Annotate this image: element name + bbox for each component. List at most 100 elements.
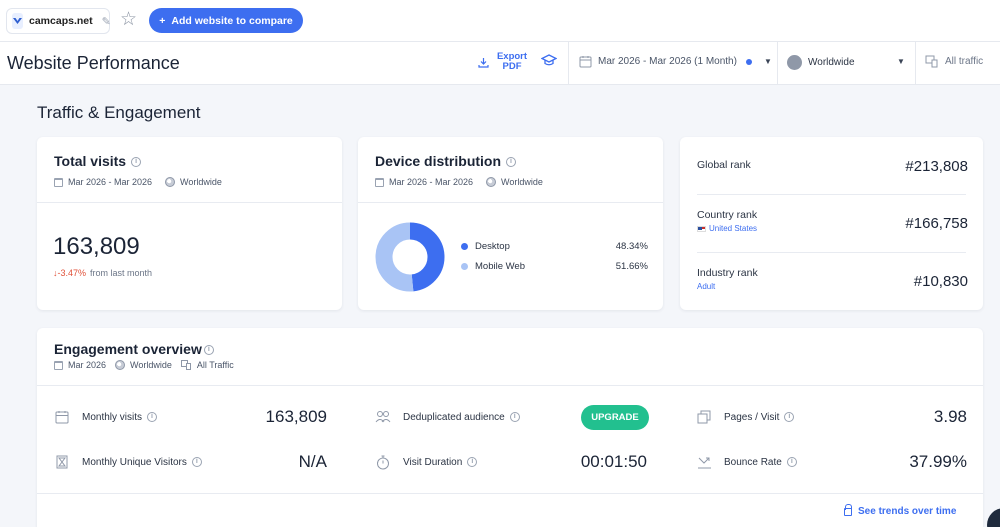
card-date: Mar 2026 xyxy=(68,360,107,370)
site-name: camcaps.net xyxy=(29,15,93,27)
divider xyxy=(358,202,663,203)
divider xyxy=(697,194,966,195)
trends-label: See trends over time xyxy=(858,506,957,517)
card-region: Worldwide xyxy=(501,177,543,187)
card-region: Worldwide xyxy=(180,177,222,187)
lock-icon xyxy=(844,503,852,516)
site-chip[interactable]: camcaps.net ✎ xyxy=(6,8,111,34)
info-icon[interactable]: i xyxy=(191,457,202,467)
plus-icon: + xyxy=(159,14,166,27)
chevron-down-icon[interactable]: ▼ xyxy=(897,57,905,66)
info-icon[interactable]: i xyxy=(506,157,517,168)
card-title: Device distribution i xyxy=(375,153,517,169)
info-icon[interactable]: i xyxy=(147,412,158,422)
unique-visitors-value: N/A xyxy=(298,452,327,471)
rank-value: #10,830 xyxy=(913,273,968,290)
card-meta: Mar 2026 - Mar 2026 Worldwide xyxy=(375,177,543,187)
date-range-filter[interactable]: Mar 2026 - Mar 2026 (1 Month) ▼ xyxy=(579,55,772,68)
device-distribution-card: Device distribution i Mar 2026 - Mar 2026… xyxy=(358,137,663,310)
export-label: Export PDF xyxy=(496,51,528,72)
legend-percent: 51.66% xyxy=(615,261,648,272)
metric-label: Deduplicated audience xyxy=(403,411,505,423)
info-icon[interactable]: i xyxy=(131,157,142,168)
legend-label: Desktop xyxy=(475,241,510,252)
metric-label: Bounce Rate xyxy=(724,456,782,468)
calendar-icon xyxy=(375,177,384,187)
export-pdf-button[interactable]: Export PDF xyxy=(478,52,529,72)
bounce-arrow-icon xyxy=(696,455,712,469)
rank-label: Country rank xyxy=(697,209,758,221)
total-visits-value: 163,809 xyxy=(53,233,140,260)
globe-icon xyxy=(787,55,802,70)
pages-icon xyxy=(696,410,712,424)
calendar-icon xyxy=(54,177,63,187)
unique-visitors-metric: Monthly Unique Visitors i xyxy=(54,455,202,469)
rank-value: #166,758 xyxy=(905,215,968,232)
academy-graduation-cap-icon[interactable] xyxy=(540,53,558,71)
add-website-to-compare-button[interactable]: + Add website to compare xyxy=(149,8,303,33)
chevron-down-icon: ▼ xyxy=(763,57,772,66)
legend-dot xyxy=(461,243,468,250)
legend-percent: 48.34% xyxy=(615,241,648,252)
info-icon[interactable]: i xyxy=(203,345,214,356)
monthly-visits-value: 163,809 xyxy=(265,407,327,426)
total-visits-card: Total visits i Mar 2026 - Mar 2026 Worldw… xyxy=(37,137,342,310)
metric-label: Monthly visits xyxy=(82,411,143,423)
legend-mobile-web: Mobile Web 51.66% xyxy=(461,261,648,272)
bounce-rate-metric: Bounce Rate i xyxy=(696,455,797,469)
traffic-type-text: All traffic xyxy=(945,56,984,67)
download-icon xyxy=(478,57,489,68)
globe-icon xyxy=(486,177,497,187)
info-icon[interactable]: i xyxy=(509,412,520,422)
card-date: Mar 2026 - Mar 2026 xyxy=(68,177,153,187)
chat-widget-button[interactable] xyxy=(987,508,1000,527)
favorite-star-icon[interactable]: ☆ xyxy=(120,9,138,30)
top-bar: camcaps.net ✎ ☆ + Add website to compare xyxy=(0,0,1000,42)
visit-duration-metric: Visit Duration i xyxy=(375,455,478,470)
info-icon[interactable]: i xyxy=(784,412,795,422)
rank-value: #213,808 xyxy=(905,158,968,175)
metric-label: Visit Duration xyxy=(403,456,463,468)
stopwatch-icon xyxy=(375,455,391,470)
info-icon[interactable]: i xyxy=(786,457,797,467)
page-title: Website Performance xyxy=(7,53,180,73)
section-title: Traffic & Engagement xyxy=(37,103,201,122)
visits-change: ↓ -3.47% from last month xyxy=(53,268,152,278)
card-title: Engagement overview i xyxy=(54,341,214,357)
legend-dot xyxy=(461,263,468,270)
card-traffic: All Traffic xyxy=(196,360,234,370)
us-flag-icon xyxy=(697,225,706,232)
date-status-dot xyxy=(745,58,752,65)
see-trends-link[interactable]: See trends over time xyxy=(844,503,957,517)
change-reference: from last month xyxy=(90,268,153,278)
globe-icon xyxy=(165,177,176,187)
upgrade-button[interactable]: UPGRADE xyxy=(581,405,649,430)
traffic-type-filter[interactable]: All traffic xyxy=(925,55,983,68)
device-donut-chart xyxy=(375,222,445,292)
legend-label: Mobile Web xyxy=(475,261,525,272)
bounce-rate-value: 37.99% xyxy=(909,452,967,471)
industry-rank-row: Industry rank Adult #10,830 xyxy=(697,267,968,291)
devices-icon xyxy=(925,55,938,68)
divider xyxy=(37,385,983,386)
site-favicon-icon xyxy=(12,13,23,29)
country-link[interactable]: United States xyxy=(697,224,968,233)
change-percent: -3.47% xyxy=(57,268,87,278)
calendar-icon xyxy=(579,56,592,68)
add-website-label: Add website to compare xyxy=(171,14,293,27)
legend-desktop: Desktop 48.34% xyxy=(461,241,648,252)
divider xyxy=(37,202,342,203)
rank-label: Global rank xyxy=(697,159,751,171)
visit-duration-value: 00:01:50 xyxy=(580,452,647,471)
industry-link[interactable]: Adult xyxy=(697,282,716,291)
info-icon[interactable]: i xyxy=(467,457,478,467)
divider xyxy=(568,42,569,85)
metric-label: Pages / Visit xyxy=(724,411,780,423)
edit-pencil-icon[interactable]: ✎ xyxy=(101,15,111,28)
calendar-icon xyxy=(54,360,63,370)
users-icon xyxy=(375,410,391,424)
card-date: Mar 2026 - Mar 2026 xyxy=(389,177,474,187)
region-filter[interactable]: Worldwide xyxy=(787,55,855,70)
card-region: Worldwide xyxy=(130,360,172,370)
rank-label: Industry rank xyxy=(697,267,758,279)
